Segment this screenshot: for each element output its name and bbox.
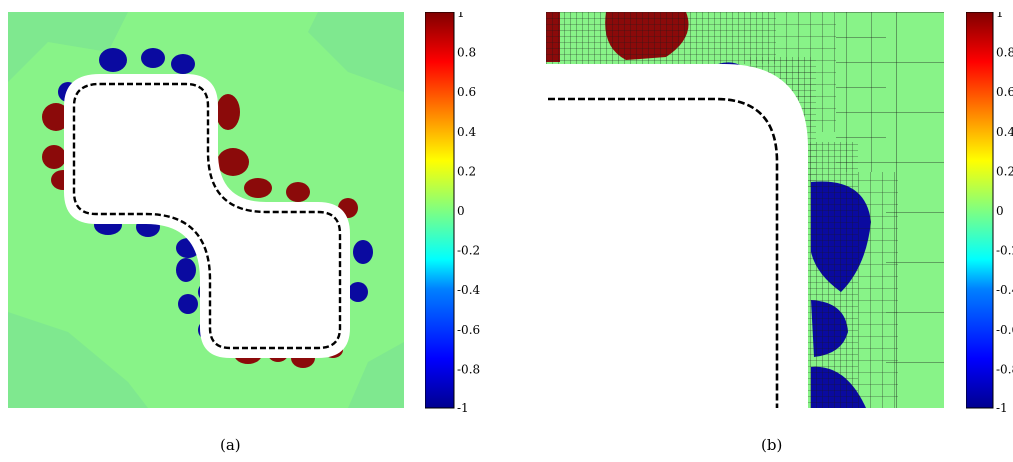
body-outer-white (64, 74, 350, 358)
tick-label: 0.6 (457, 85, 476, 99)
colorbar-b-ticks: 1 0.8 0.6 0.4 0.2 0 -0.2 -0.4 -0.6 -0.8 … (996, 12, 1013, 412)
panel-a-shade (308, 12, 404, 92)
panel-a-shade (8, 312, 148, 408)
colorbar-b-gradient (966, 12, 994, 409)
tick-label: -0.2 (457, 244, 480, 258)
mid-mesh-upper (836, 12, 886, 172)
tick-label: 0.2 (996, 164, 1013, 178)
tick-label: 0.8 (457, 46, 476, 60)
panel-a-shade (8, 12, 128, 82)
tick-label: -0.4 (457, 283, 481, 297)
tick-label: -0.4 (996, 283, 1013, 297)
tick-label: 0.4 (996, 125, 1013, 139)
panel-a-field-plot (8, 12, 404, 408)
fine-mesh-right (808, 142, 858, 408)
tick-label: 0 (457, 204, 465, 218)
tick-label: 0.8 (996, 46, 1013, 60)
tick-label: 0.4 (457, 125, 476, 139)
dashed-contour (72, 82, 342, 350)
tick-label: -0.6 (457, 323, 480, 337)
tick-label: -0.8 (996, 362, 1013, 376)
tick-label: 0.2 (457, 164, 476, 178)
tick-label: -0.2 (996, 244, 1013, 258)
tick-label: 0 (996, 204, 1004, 218)
tick-label: 1 (457, 12, 465, 20)
coarse-mesh (886, 12, 944, 408)
colorbar-a-ticks: 1 0.8 0.6 0.4 0.2 0 -0.2 -0.4 -0.6 -0.8 … (457, 12, 481, 412)
tick-label: -0.8 (457, 362, 480, 376)
body-white-corner (546, 64, 808, 408)
fine-mesh-top (546, 12, 776, 64)
tick-label: -1 (996, 401, 1008, 412)
caption-a: (a) (220, 436, 241, 454)
tick-label: -0.6 (996, 323, 1013, 337)
colorbar-a-gradient (425, 12, 455, 409)
colorbar-b: 1 0.8 0.6 0.4 0.2 0 -0.2 -0.4 -0.6 -0.8 … (966, 12, 1013, 412)
dashed-contour-b (548, 97, 779, 408)
tick-label: 0.6 (996, 85, 1013, 99)
panel-b-adaptive-mesh (546, 12, 944, 408)
tick-label: 1 (996, 12, 1004, 20)
colorbar-a: 1 0.8 0.6 0.4 0.2 0 -0.2 -0.4 -0.6 -0.8 … (425, 12, 481, 412)
panel-a-shade (348, 342, 404, 408)
tick-label: -1 (457, 401, 469, 412)
caption-b: (b) (761, 436, 783, 454)
